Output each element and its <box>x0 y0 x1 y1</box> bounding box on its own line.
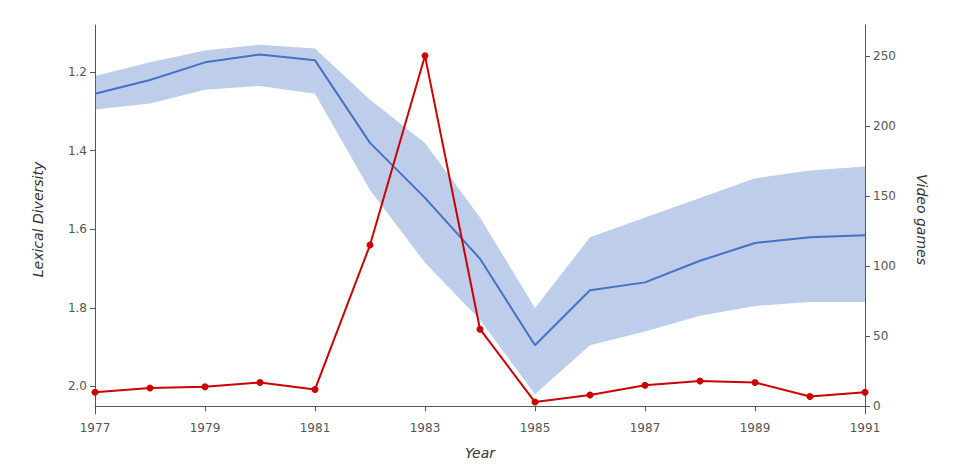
svg-text:1991: 1991 <box>850 421 881 435</box>
svg-text:1983: 1983 <box>410 421 441 435</box>
svg-text:1.2: 1.2 <box>68 65 87 79</box>
svg-text:1989: 1989 <box>740 421 771 435</box>
svg-text:100: 100 <box>873 259 896 273</box>
svg-text:50: 50 <box>873 329 888 343</box>
svg-text:1.8: 1.8 <box>68 301 87 315</box>
svg-text:1981: 1981 <box>300 421 331 435</box>
svg-text:1.4: 1.4 <box>68 144 87 158</box>
svg-text:Year: Year <box>465 445 496 461</box>
svg-text:Lexical Diversity: Lexical Diversity <box>30 161 46 277</box>
svg-text:1.6: 1.6 <box>68 222 87 236</box>
svg-text:1985: 1985 <box>520 421 551 435</box>
svg-text:250: 250 <box>873 49 896 63</box>
svg-text:200: 200 <box>873 119 896 133</box>
svg-text:1977: 1977 <box>80 421 111 435</box>
svg-text:0: 0 <box>873 399 881 413</box>
svg-text:1987: 1987 <box>630 421 661 435</box>
svg-text:2.0: 2.0 <box>68 379 87 393</box>
svg-text:150: 150 <box>873 189 896 203</box>
svg-text:1979: 1979 <box>190 421 221 435</box>
svg-text:Video games: Video games <box>914 174 930 265</box>
